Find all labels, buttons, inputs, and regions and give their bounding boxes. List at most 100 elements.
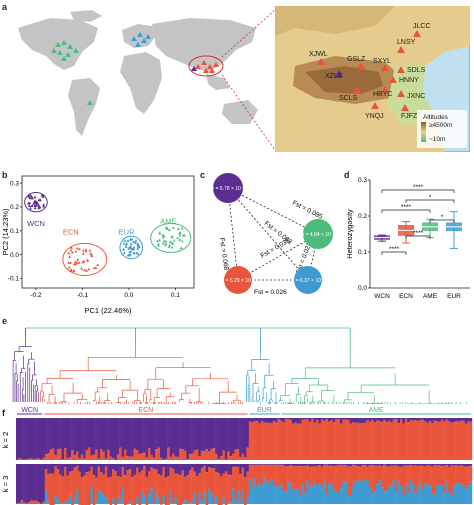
admixture-bar <box>294 464 297 467</box>
admixture-bar <box>359 480 362 504</box>
admixture-bar <box>301 466 305 485</box>
admixture-bar <box>301 418 305 420</box>
site-label: SDLS <box>407 67 426 74</box>
admixture-bar <box>181 470 185 504</box>
admixture-bar <box>364 422 367 460</box>
admixture-bar <box>260 421 264 460</box>
pca-point <box>161 233 165 237</box>
admixture-bar <box>342 464 345 483</box>
admixture-bar <box>145 418 149 458</box>
admixture-bar <box>181 418 185 450</box>
pca-point <box>69 268 73 271</box>
admixture-bar <box>452 465 456 486</box>
admixture-bar <box>215 472 218 496</box>
admixture-bar <box>25 459 29 460</box>
admixture-bar <box>145 457 149 460</box>
admixture-bar <box>109 464 113 477</box>
admixture-bar <box>296 488 300 504</box>
admixture-bar <box>83 418 86 459</box>
admixture-bar <box>356 466 360 482</box>
admixture-bar <box>188 470 192 504</box>
admixture-bar <box>328 465 331 483</box>
admixture-bar <box>76 451 79 460</box>
admixture-bar <box>196 449 199 460</box>
admixture-bar <box>186 501 189 504</box>
admixture-bar <box>112 458 115 460</box>
admixture-bar <box>44 454 48 460</box>
fst-label: Fst = 0.085 <box>291 200 324 221</box>
admixture-bar <box>416 420 420 460</box>
admixture-bar <box>342 418 345 420</box>
admixture-bar <box>116 464 120 477</box>
admixture-bar <box>308 421 312 460</box>
admixture-bar <box>212 448 216 460</box>
admixture-bar <box>157 418 161 448</box>
admixture-bar <box>131 418 134 457</box>
admixture-bar <box>124 464 127 476</box>
admixture-bar <box>265 464 269 465</box>
admixture-bar <box>131 464 134 478</box>
fst-network: Fst = 0.085 Fst = 0.083 Fst = 0.068 Fst … <box>211 173 336 296</box>
admixture-bar <box>59 448 62 460</box>
admixture-bar <box>143 452 146 460</box>
admixture-bar <box>32 418 36 460</box>
admixture-bar <box>448 466 451 492</box>
admixture-bar <box>364 418 367 423</box>
admixture-bar <box>284 418 288 419</box>
admixture-bar <box>92 418 96 455</box>
significance-mark: **** <box>401 204 412 211</box>
admixture-bar <box>54 418 57 455</box>
admixture-bar <box>56 449 60 460</box>
admixture-bar <box>409 464 413 480</box>
admixture-bar <box>452 485 456 504</box>
admixture-bar <box>215 464 218 473</box>
admixture-bar <box>244 457 247 460</box>
admixture-bar <box>388 420 391 460</box>
admixture-bar <box>248 418 252 422</box>
admixture-bar <box>47 418 50 454</box>
pi-wcn: π = 5.78 × 10⁻³ <box>211 186 246 192</box>
admixture-bar <box>236 464 240 468</box>
admixture-bar <box>440 418 444 420</box>
panel-letter-a: a <box>2 2 8 12</box>
admixture-bar <box>88 447 91 460</box>
admixture-bar <box>424 466 427 484</box>
pca-point <box>33 201 37 205</box>
admixture-bar <box>361 465 365 482</box>
admixture-bar <box>83 475 86 505</box>
admixture-bar <box>232 418 235 454</box>
legend-title: Altitudes <box>423 114 449 121</box>
site-label: JLCC <box>413 23 431 30</box>
admixture-bar <box>400 464 403 467</box>
china-inset-map: Altitudes ≥4500m ~10m JLCC XJWL LNSY GSL… <box>275 6 470 152</box>
admixture-bar <box>368 418 372 422</box>
admixture-bar <box>172 453 175 460</box>
admixture-bar <box>385 464 389 467</box>
box-y-tick: 0.1 <box>358 249 367 256</box>
admixture-bar <box>342 419 345 460</box>
admixture-bar <box>404 484 408 504</box>
admixture-bar <box>448 491 451 504</box>
admixture-bar <box>136 450 139 460</box>
admixture-bar <box>246 447 249 460</box>
admixture-bar <box>409 479 413 504</box>
admixture-bar <box>368 464 372 466</box>
admixture-bar <box>256 464 259 487</box>
admixture-bar <box>284 466 288 493</box>
admixture-bar <box>25 418 29 460</box>
admixture-bar <box>306 465 309 481</box>
admixture-bar <box>95 418 98 450</box>
admixture-bar <box>289 419 293 460</box>
admixture-bar <box>344 418 348 420</box>
admixture-bar <box>392 418 396 420</box>
admixture-bar <box>251 418 254 423</box>
pca-x-tick: 0.0 <box>124 292 133 299</box>
admixture-bar <box>76 464 79 467</box>
admixture-bar <box>265 464 269 482</box>
admixture-bar <box>16 418 19 460</box>
admixture-bar <box>292 489 295 504</box>
admixture-bar <box>95 449 98 460</box>
admixture-bar <box>160 464 163 476</box>
admixture-bar <box>73 455 77 460</box>
admixture-bar <box>361 464 365 466</box>
